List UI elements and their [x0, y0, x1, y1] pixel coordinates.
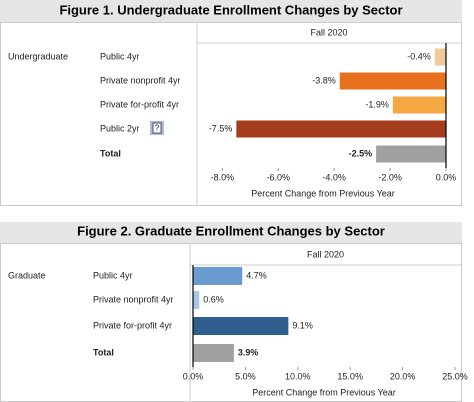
- help-icon-glyph: ?: [155, 124, 160, 133]
- title-band: [0, 0, 462, 22]
- category-label: Total: [100, 148, 121, 158]
- value-label: -3.8%: [312, 75, 336, 85]
- value-label: 0.6%: [203, 294, 224, 304]
- x-tick-label: -8.0%: [211, 172, 235, 182]
- value-label: -2.5%: [349, 148, 373, 158]
- bar: [193, 344, 234, 362]
- x-axis-title: Percent Change from Previous Year: [251, 188, 395, 198]
- bar: [193, 291, 200, 309]
- bar: [193, 267, 243, 285]
- category-label: Public 4yr: [93, 270, 133, 280]
- title-band: [0, 222, 462, 243]
- value-label: -7.5%: [209, 123, 233, 133]
- chart-title: Figure 1. Undergraduate Enrollment Chang…: [59, 2, 402, 17]
- category-label: Private nonprofit 4yr: [93, 294, 174, 304]
- column-header: Fall 2020: [307, 249, 344, 259]
- x-tick-label: -2.0%: [378, 172, 402, 182]
- x-tick-label: -4.0%: [322, 172, 346, 182]
- x-axis-title: Percent Change from Previous Year: [252, 387, 396, 397]
- category-label: Private for-profit 4yr: [100, 99, 179, 109]
- x-tick-label: 25.0%: [442, 371, 468, 381]
- x-tick-label: 0.0%: [183, 371, 204, 381]
- category-label: Public 4yr: [100, 51, 140, 61]
- bar: [434, 48, 446, 66]
- bar: [339, 72, 446, 90]
- chart-title: Figure 2. Graduate Enrollment Changes by…: [77, 223, 385, 238]
- category-label: Private nonprofit 4yr: [100, 75, 181, 85]
- x-tick-label: 20.0%: [390, 371, 416, 381]
- category-label: Total: [93, 347, 114, 357]
- bar: [392, 96, 446, 114]
- x-tick-label: 10.0%: [285, 371, 311, 381]
- bar: [236, 120, 446, 138]
- category-label: Public 2yr: [100, 123, 140, 133]
- bar: [193, 317, 289, 335]
- frame: [0, 22, 462, 206]
- group-label: Undergraduate: [8, 51, 68, 61]
- value-label: -0.4%: [407, 51, 431, 61]
- column-header: Fall 2020: [310, 27, 347, 37]
- value-label: -1.9%: [365, 99, 389, 109]
- help-icon-box: [152, 122, 162, 134]
- group-label: Graduate: [8, 270, 46, 280]
- bar: [376, 145, 446, 163]
- x-tick-label: 15.0%: [337, 371, 363, 381]
- help-icon[interactable]: ?: [150, 121, 164, 135]
- value-label: 3.9%: [238, 347, 259, 357]
- x-tick-label: 5.0%: [235, 371, 256, 381]
- x-tick-label: 0.0%: [436, 172, 457, 182]
- x-tick-label: -6.0%: [267, 172, 291, 182]
- category-label: Private for-profit 4yr: [93, 320, 172, 330]
- value-label: 9.1%: [292, 320, 313, 330]
- value-label: 4.7%: [246, 270, 267, 280]
